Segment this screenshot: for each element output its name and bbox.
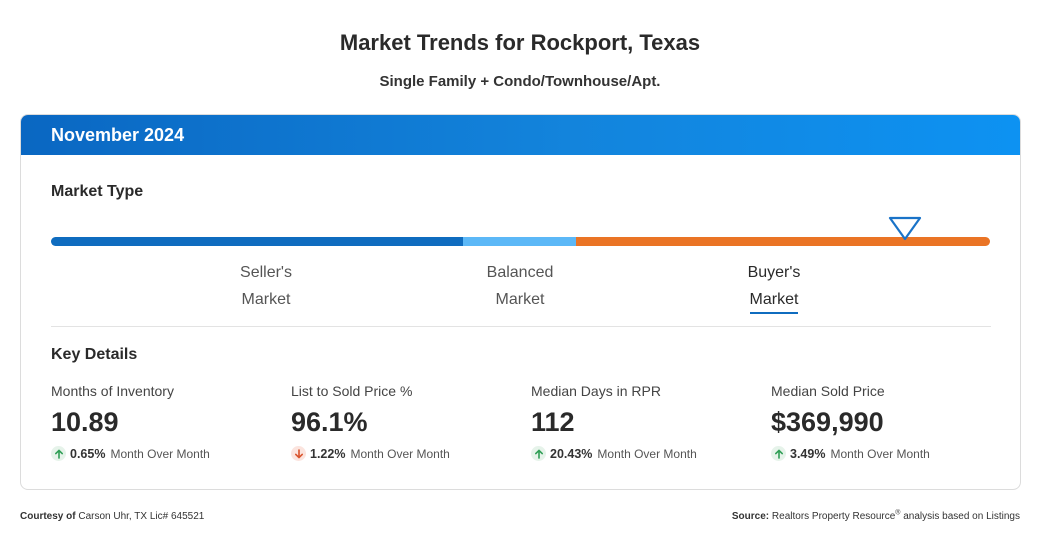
page-subtitle: Single Family + Condo/Townhouse/Apt. (379, 73, 661, 90)
change-label: Month Over Month (597, 446, 697, 461)
key-details-heading: Key Details (51, 346, 138, 363)
buyer-market-label: Buyer's Market (724, 259, 824, 314)
triangle-down-icon (887, 216, 923, 242)
page-title: Market Trends for Rockport, Texas (339, 30, 701, 55)
stat-change: 20.43% Month Over Month (531, 446, 761, 461)
stat-value: 10.89 (51, 407, 119, 437)
month-label: November 2024 (51, 124, 185, 145)
stat-value: $369,990 (771, 407, 884, 437)
seller-market-segment (51, 237, 463, 246)
stat-change: 0.65% Month Over Month (51, 446, 281, 461)
market-type-bar (51, 237, 990, 246)
stat-median-sold-price: Median Sold Price $369,990 3.49% Month O… (771, 383, 1001, 461)
stat-label: Median Days in RPR (531, 383, 661, 399)
arrow-up-icon (531, 446, 546, 461)
stat-median-days-in-rpr: Median Days in RPR 112 20.43% Month Over… (531, 383, 761, 461)
courtesy-footer: Courtesy of Carson Uhr, TX Lic# 645521 (20, 511, 205, 522)
market-trends-card: November 2024 Market Type Seller's Marke… (20, 114, 1021, 490)
source-footer: Source: Realtors Property Resource® anal… (731, 509, 1020, 522)
change-percent: 1.22% (310, 446, 346, 461)
stat-list-to-sold-price: List to Sold Price % 96.1% 1.22% Month O… (291, 383, 521, 461)
balanced-market-segment (463, 237, 576, 246)
change-label: Month Over Month (830, 446, 930, 461)
balanced-market-label: Balanced Market (486, 264, 554, 308)
seller-market-label: Seller's Market (240, 264, 292, 308)
arrow-up-icon (51, 446, 66, 461)
change-label: Month Over Month (110, 446, 210, 461)
stat-value: 96.1% (291, 407, 368, 437)
section-divider (51, 326, 991, 327)
stat-label: Median Sold Price (771, 383, 885, 399)
buyer-market-segment (576, 237, 990, 246)
change-percent: 0.65% (70, 446, 106, 461)
stat-months-of-inventory: Months of Inventory 10.89 0.65% Month Ov… (51, 383, 281, 461)
buyer-market-selected-underline: Market (749, 288, 799, 314)
card-header: November 2024 (21, 115, 1020, 155)
stat-value: 112 (531, 407, 575, 437)
stat-change: 3.49% Month Over Month (771, 446, 1001, 461)
market-type-heading: Market Type (51, 183, 144, 200)
stat-change: 1.22% Month Over Month (291, 446, 521, 461)
change-percent: 3.49% (790, 446, 826, 461)
arrow-up-icon (771, 446, 786, 461)
stat-label: Months of Inventory (51, 383, 174, 399)
change-percent: 20.43% (550, 446, 593, 461)
stat-label: List to Sold Price % (291, 383, 413, 399)
arrow-down-icon (291, 446, 306, 461)
change-label: Month Over Month (350, 446, 450, 461)
